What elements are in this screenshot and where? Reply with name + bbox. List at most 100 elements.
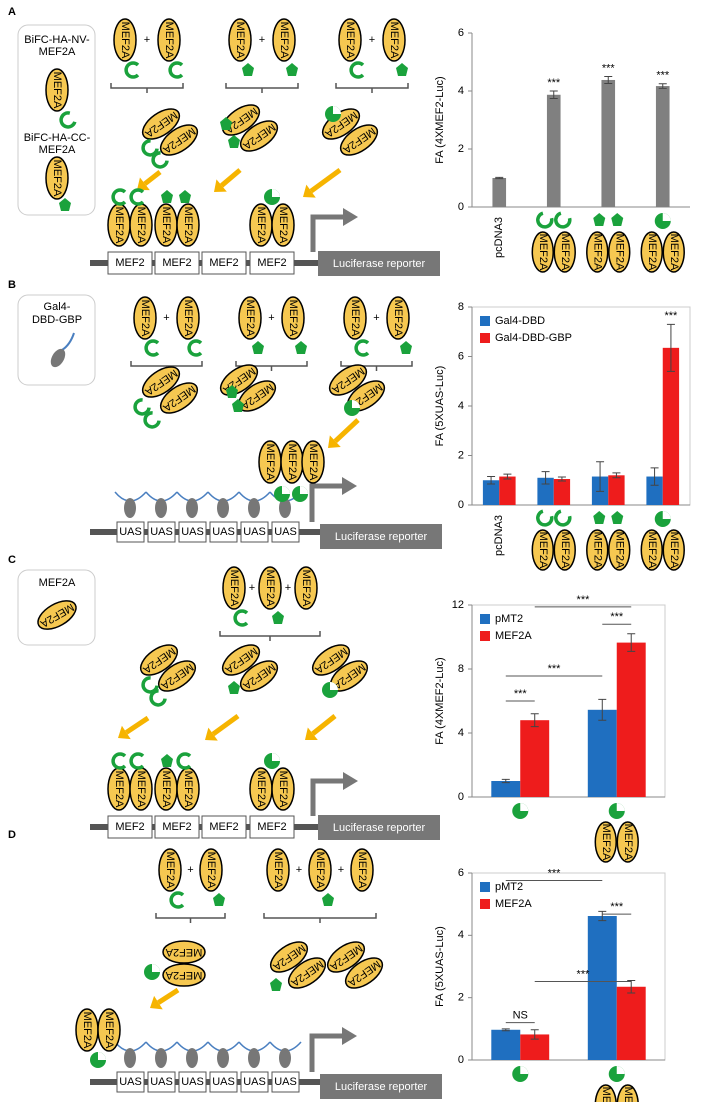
protein-oval xyxy=(176,203,200,247)
protein-label: MEF2A xyxy=(277,207,289,244)
bar xyxy=(499,476,516,505)
bar xyxy=(520,720,550,797)
cc-fragment xyxy=(252,341,264,354)
nv-fragment xyxy=(149,689,167,707)
cc-fragment xyxy=(59,198,71,211)
label: MEF2 xyxy=(257,257,286,269)
group xyxy=(274,486,290,502)
protein-oval xyxy=(239,660,279,692)
y-axis-label: FA (5XUAS-Luc) xyxy=(434,926,446,1007)
group xyxy=(608,1066,625,1082)
bar xyxy=(492,178,507,207)
protein-oval xyxy=(344,957,384,989)
error-bar xyxy=(557,476,566,482)
cc-fragment xyxy=(213,893,225,906)
protein-label: MEF2A xyxy=(272,852,284,889)
protein-label: MEF2A xyxy=(264,444,276,481)
group xyxy=(286,63,298,76)
site-box xyxy=(107,815,153,839)
legend-label: Gal4-DBD xyxy=(495,315,545,327)
error-bar xyxy=(501,778,510,784)
group xyxy=(322,682,338,698)
group: MEF2A xyxy=(343,296,367,340)
protein-label: MEF2A xyxy=(591,532,603,569)
nv-fragment xyxy=(144,339,160,357)
error-bar xyxy=(530,1029,539,1040)
nv-fragment xyxy=(233,609,249,627)
protein-label: MEF2A xyxy=(388,22,400,59)
error-bar xyxy=(596,461,605,492)
group: MEF2A xyxy=(662,529,685,571)
label: MEF2A xyxy=(39,144,76,156)
y-tick-label: 6 xyxy=(458,350,464,362)
group xyxy=(149,689,167,707)
arrow-shaft xyxy=(311,714,337,736)
legend-label: pMT2 xyxy=(495,881,523,893)
nv-fragment xyxy=(143,411,161,429)
protein-oval xyxy=(113,18,137,62)
protein-label: MEF2A xyxy=(182,771,194,808)
site-box xyxy=(107,251,153,275)
nv-fragment xyxy=(151,151,169,169)
group: MEF2A xyxy=(238,296,262,340)
nv-fragment xyxy=(169,891,185,909)
arrow-head xyxy=(328,435,341,448)
y-axis-label: FA (4XMEF2-Luc) xyxy=(434,76,446,163)
significance: NS xyxy=(513,1010,528,1022)
label: + xyxy=(338,864,344,876)
protein-label: MEF2A xyxy=(600,824,612,861)
site-box xyxy=(116,521,145,543)
error-bar xyxy=(612,472,621,479)
significance: *** xyxy=(514,688,528,700)
protein-oval xyxy=(199,848,223,892)
protein-oval xyxy=(222,566,246,610)
label: BiFC-HA-CC- xyxy=(24,132,91,144)
arrow-head xyxy=(205,727,218,741)
y-tick-label: 0 xyxy=(458,1054,464,1066)
group xyxy=(554,509,572,527)
protein-label: MEF2A xyxy=(165,946,202,958)
promoter-arrow xyxy=(310,778,343,816)
arrow-head xyxy=(118,725,131,740)
protein-label: MEF2A xyxy=(81,1012,93,1049)
bar xyxy=(587,916,617,1060)
label: C xyxy=(8,554,16,566)
cc-fragment xyxy=(228,135,240,148)
group xyxy=(144,339,160,357)
significance: *** xyxy=(548,867,562,879)
y-tick-label: 0 xyxy=(458,791,464,803)
group xyxy=(322,893,334,906)
group xyxy=(133,398,151,416)
cc-fragment xyxy=(226,385,238,398)
protein-oval xyxy=(531,231,554,273)
group xyxy=(168,61,184,79)
bracket xyxy=(110,83,184,93)
cc-fragment xyxy=(161,754,173,767)
bar xyxy=(655,86,670,207)
arrow-head xyxy=(214,179,227,192)
cc-fragment xyxy=(242,63,254,76)
group: MEF2A xyxy=(199,848,223,892)
group: MEF2A xyxy=(258,440,282,484)
group xyxy=(111,752,127,770)
label: Luciferase reporter xyxy=(333,258,426,270)
protein-oval xyxy=(343,296,367,340)
cc-fragment xyxy=(400,341,412,354)
group: MEF2A xyxy=(75,1008,99,1052)
label: MEF2 xyxy=(209,257,238,269)
protein-label: MEF2A xyxy=(277,771,289,808)
bar xyxy=(482,480,500,505)
group xyxy=(270,978,282,991)
arrow-shaft xyxy=(333,418,360,444)
protein-oval xyxy=(608,529,631,571)
protein-label: MEF2A xyxy=(244,300,256,337)
group: MEF2A xyxy=(266,848,290,892)
bar xyxy=(546,94,561,207)
protein-oval xyxy=(308,848,332,892)
group: MEF2A xyxy=(350,848,374,892)
protein-label: MEF2A xyxy=(356,852,368,889)
group: MEF2A xyxy=(37,600,77,630)
error-bar xyxy=(650,467,659,486)
y-tick-label: 8 xyxy=(458,663,464,675)
protein-label: MEF2A xyxy=(51,160,63,197)
